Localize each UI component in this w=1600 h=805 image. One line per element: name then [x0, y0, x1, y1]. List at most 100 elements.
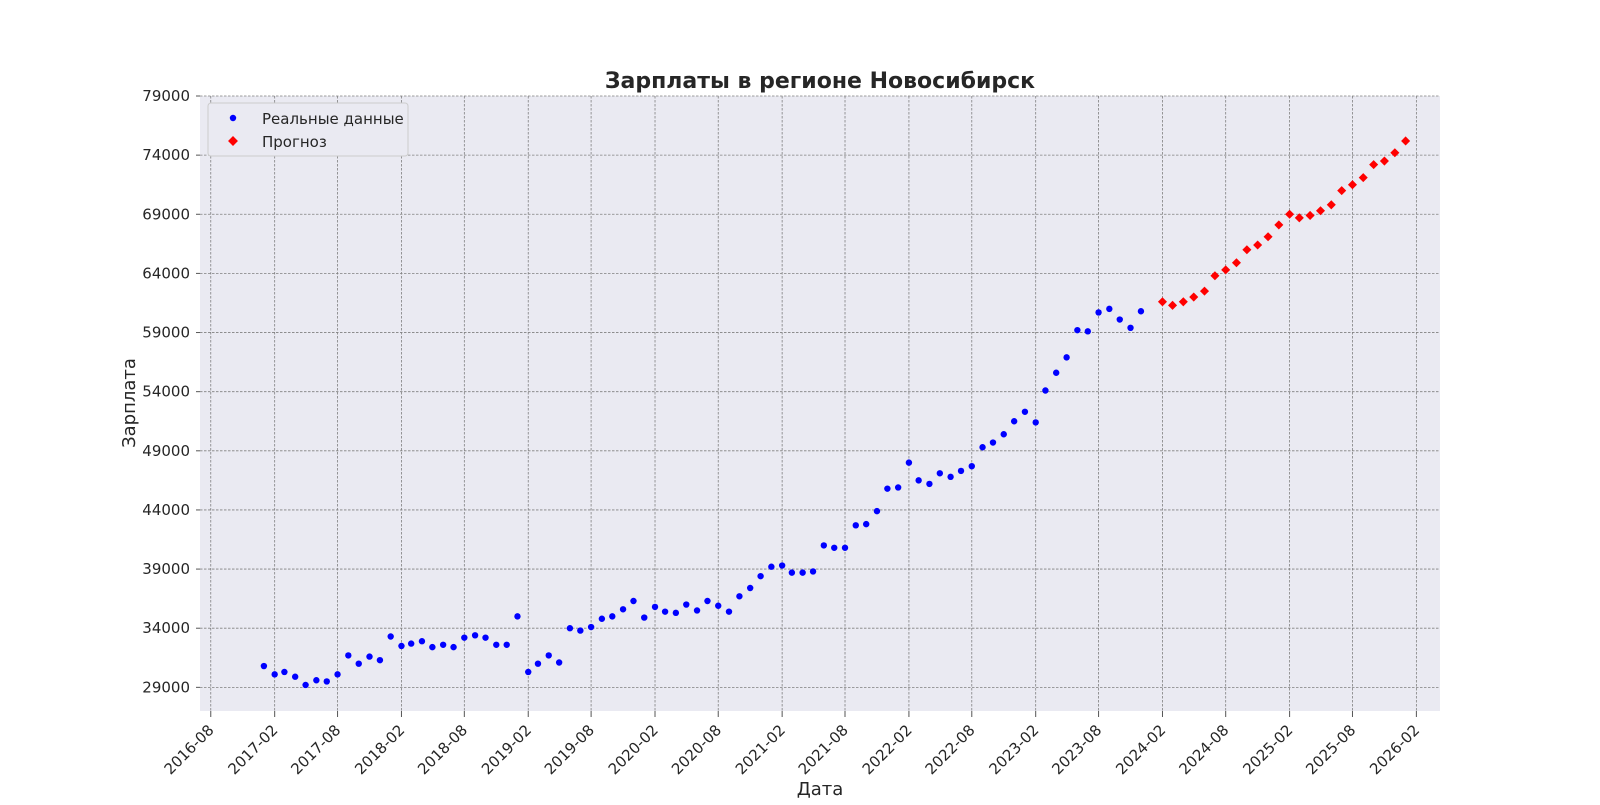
y-tick-label: 64000: [142, 264, 190, 282]
actual-data-point: [471, 632, 479, 639]
actual-data-point: [313, 677, 320, 684]
actual-data-point: [641, 614, 648, 621]
actual-data-point: [566, 625, 574, 632]
actual-data-point: [418, 638, 426, 645]
y-tick-label: 44000: [142, 501, 190, 519]
actual-data-point: [884, 485, 891, 492]
actual-data-point: [577, 627, 584, 634]
actual-data-point: [1127, 324, 1134, 332]
x-tick-label: 2024-08: [1175, 721, 1232, 778]
x-tick-label: 2022-02: [859, 721, 916, 778]
x-tick-label: 2024-02: [1112, 721, 1169, 778]
actual-data-point: [715, 602, 722, 609]
actual-data-point: [1042, 387, 1049, 394]
x-tick-label: 2019-08: [541, 721, 598, 778]
actual-data-point: [1032, 419, 1039, 426]
actual-data-point: [482, 634, 489, 641]
actual-data-point: [387, 633, 394, 640]
actual-data-point: [1116, 316, 1123, 323]
x-tick-label: 2021-08: [795, 721, 852, 778]
y-tick-label: 74000: [142, 146, 190, 164]
actual-data-point: [534, 660, 542, 667]
x-tick-label: 2017-02: [224, 721, 281, 778]
actual-data-point: [989, 439, 997, 446]
actual-data-point: [323, 678, 330, 685]
actual-data-point: [873, 507, 881, 515]
plot-background: [200, 96, 1440, 711]
y-tick-label: 59000: [142, 324, 190, 342]
y-tick-label: 49000: [142, 442, 190, 460]
y-tick-label: 79000: [142, 87, 190, 105]
actual-data-point: [820, 542, 828, 549]
actual-data-point: [503, 641, 510, 648]
actual-data-point: [672, 609, 680, 617]
actual-data-point: [366, 653, 373, 660]
actual-data-point: [693, 607, 701, 614]
x-tick-label: 2019-02: [478, 721, 535, 778]
actual-data-point: [545, 652, 552, 659]
legend-box: [207, 102, 409, 157]
actual-data-point: [1010, 418, 1018, 425]
actual-data-point: [968, 462, 975, 470]
actual-data-point: [894, 484, 902, 491]
y-axis-label: Зарплата: [119, 358, 140, 448]
y-tick-label: 39000: [142, 560, 190, 578]
actual-data-point: [736, 593, 743, 600]
actual-data-point: [1084, 328, 1091, 335]
actual-data-point: [281, 668, 288, 676]
actual-data-point: [1095, 309, 1102, 316]
x-tick-label: 2025-08: [1302, 721, 1359, 778]
actual-data-point: [439, 641, 447, 648]
actual-data-point: [1106, 305, 1113, 313]
actual-data-point: [757, 572, 764, 580]
actual-data-point: [398, 642, 405, 650]
actual-data-point: [957, 467, 965, 475]
x-tick-label: 2026-02: [1366, 721, 1423, 778]
actual-data-point: [704, 597, 711, 605]
x-tick-label: 2018-02: [351, 721, 408, 778]
actual-data-point: [450, 643, 457, 651]
actual-data-point: [768, 563, 775, 570]
x-tick-label: 2022-08: [922, 721, 979, 778]
x-tick-label: 2020-02: [605, 721, 662, 778]
y-tick-label: 69000: [142, 205, 190, 223]
actual-data-point: [376, 656, 384, 664]
x-axis-label: Дата: [797, 779, 844, 800]
y-tick-label: 29000: [142, 678, 190, 696]
x-tick-label: 2020-08: [668, 721, 725, 778]
actual-data-point: [260, 662, 268, 670]
actual-data-point: [661, 608, 669, 615]
actual-data-point: [291, 673, 299, 680]
actual-data-point: [788, 569, 796, 576]
legend-label-forecast: Прогноз: [262, 133, 327, 151]
actual-data-point: [345, 652, 352, 659]
actual-data-point: [799, 569, 806, 576]
x-tick-label: 2025-02: [1239, 721, 1296, 778]
actual-data-point: [630, 597, 637, 605]
actual-data-point: [979, 444, 986, 451]
legend-marker-forecast: [228, 136, 238, 146]
actual-data-point: [1063, 354, 1070, 361]
x-tick-label: 2021-02: [732, 721, 789, 778]
actual-data-point: [429, 643, 436, 651]
actual-data-point: [862, 520, 870, 528]
actual-data-point: [525, 668, 532, 676]
actual-data-point: [1074, 326, 1081, 334]
actual-data-point: [461, 634, 468, 641]
actual-data-point: [514, 613, 521, 620]
x-tick-label: 2017-08: [287, 721, 344, 778]
x-tick-label: 2018-08: [414, 721, 471, 778]
actual-data-point: [831, 544, 838, 551]
y-tick-label: 34000: [142, 619, 190, 637]
actual-data-point: [1137, 308, 1145, 315]
actual-data-point: [271, 671, 278, 678]
actual-data-point: [915, 477, 922, 484]
actual-data-point: [841, 544, 849, 551]
actual-data-point: [334, 671, 341, 678]
actual-data-point: [651, 603, 659, 611]
actual-data-point: [852, 522, 859, 529]
y-axis: 29000 34000 39000 44000 49000 54000 59000 64000…: [142, 87, 200, 696]
legend-marker-actual: [229, 114, 237, 122]
